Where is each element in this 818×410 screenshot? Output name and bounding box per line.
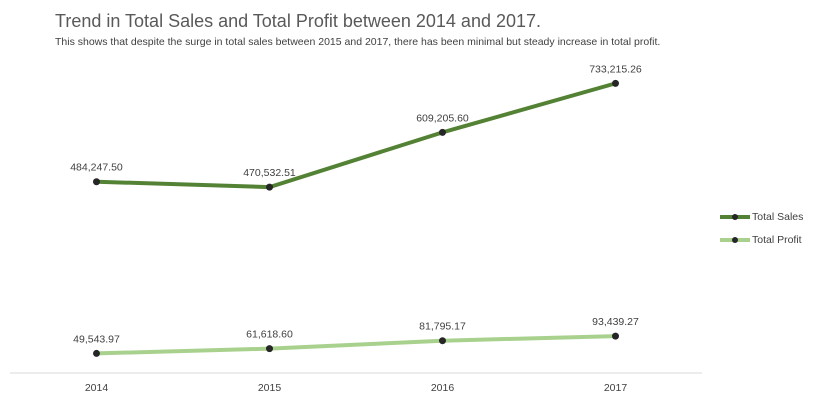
chart-title: Trend in Total Sales and Total Profit be… [55, 11, 542, 31]
legend-swatch-total-sales [720, 212, 750, 222]
data-point-total-profit-2017 [612, 332, 619, 340]
data-point-total-sales-2016 [439, 128, 446, 136]
data-label-total-sales-2017: 733,215.26 [589, 63, 642, 75]
legend-swatch-total-profit [720, 235, 750, 245]
data-label-total-profit-2017: 93,439.27 [592, 316, 639, 328]
chart-subtitle: This shows that despite the surge in tot… [55, 36, 661, 48]
x-tick-label-2015: 2015 [258, 382, 282, 394]
x-tick-label-2017: 2017 [604, 382, 628, 394]
data-label-total-sales-2014: 484,247.50 [70, 162, 123, 174]
data-label-total-sales-2016: 609,205.60 [416, 112, 469, 124]
data-label-total-profit-2015: 61,618.60 [246, 329, 293, 341]
data-point-total-profit-2016 [439, 337, 446, 345]
data-point-total-sales-2014 [93, 178, 100, 186]
data-label-total-profit-2014: 49,543.97 [73, 333, 120, 345]
x-tick-label-2016: 2016 [431, 382, 455, 394]
legend-item-total-profit[interactable]: Total Profit [720, 228, 803, 251]
legend: Total Sales Total Profit [720, 205, 803, 251]
legend-label-total-profit: Total Profit [752, 233, 802, 246]
x-tick-label-2014: 2014 [85, 382, 109, 394]
series-line-total-profit [94, 334, 618, 356]
data-label-total-sales-2015: 470,532.51 [243, 167, 296, 179]
data-point-total-sales-2017 [612, 79, 619, 87]
data-point-total-profit-2015 [266, 345, 273, 353]
data-point-total-sales-2015 [266, 183, 273, 191]
data-label-total-profit-2016: 81,795.17 [419, 321, 466, 333]
legend-label-total-sales: Total Sales [752, 210, 804, 223]
series-line-total-sales [94, 81, 618, 190]
legend-item-total-sales[interactable]: Total Sales [720, 205, 803, 228]
data-point-total-profit-2014 [93, 349, 100, 357]
